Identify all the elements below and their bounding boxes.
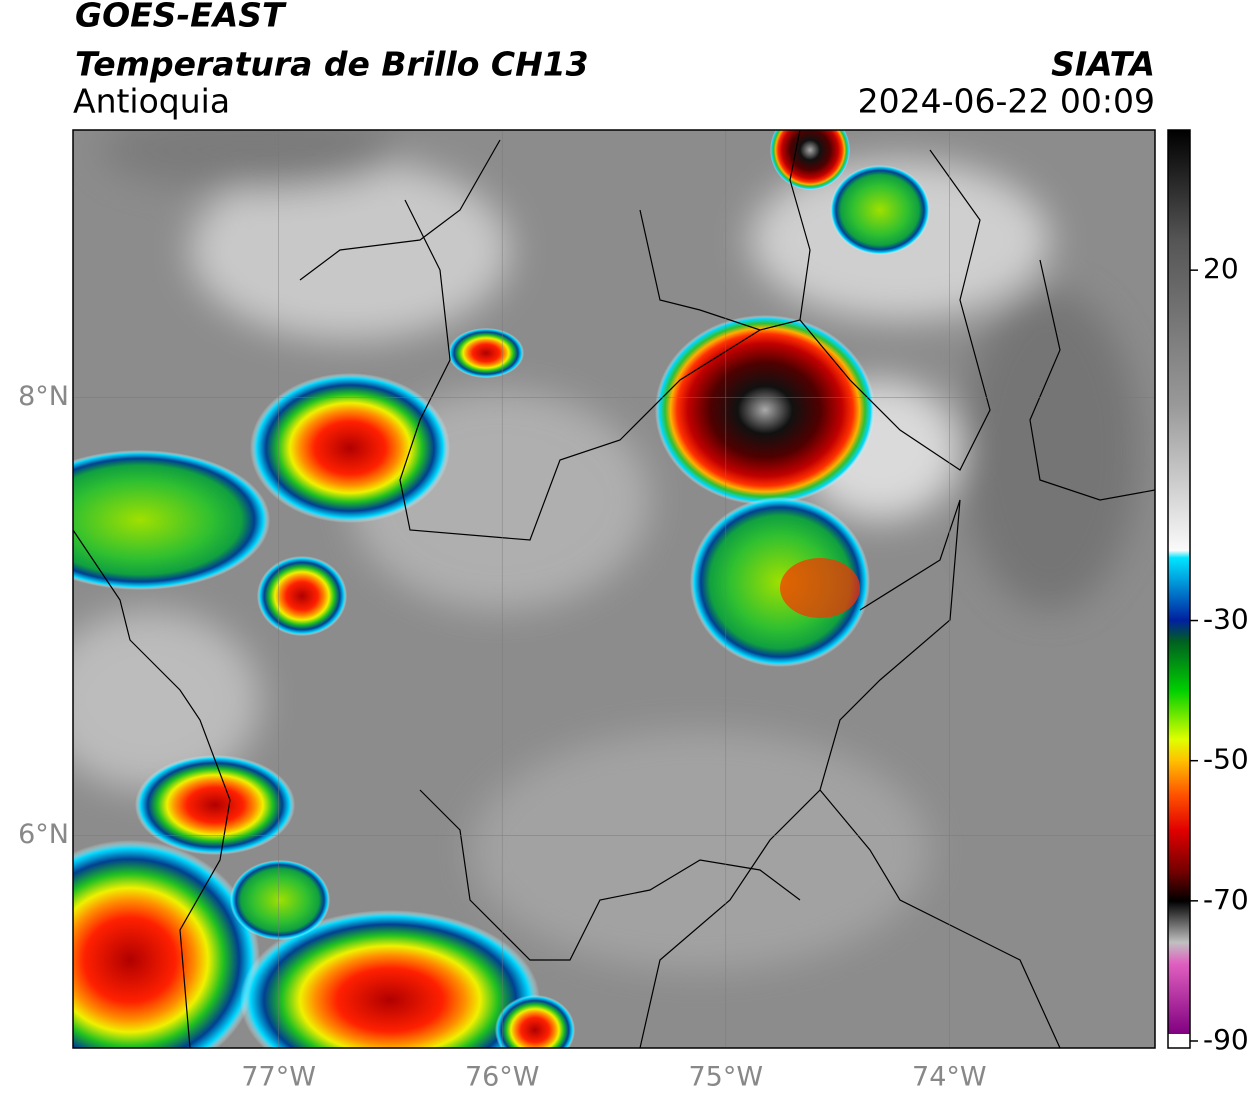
coastline	[73, 529, 231, 1048]
boundary	[299, 139, 501, 281]
x-tick-label: 75°W	[688, 1062, 763, 1093]
boundary	[639, 130, 811, 331]
boundary	[819, 789, 1061, 1048]
boundary	[1029, 259, 1155, 501]
region: Antioquia	[73, 82, 230, 121]
boundary	[799, 149, 991, 471]
y-tick-label: 6°N	[18, 819, 69, 850]
colorbar-tick-label: -70	[1203, 883, 1249, 916]
colorbar	[1167, 129, 1191, 1049]
x-tick-label: 74°W	[912, 1062, 987, 1093]
map-image	[73, 130, 1155, 1048]
colorbar-tick-label: -90	[1203, 1023, 1249, 1056]
map-frame	[72, 129, 1156, 1049]
x-tick-label: 77°W	[241, 1062, 316, 1093]
colorbar-tick-label: -50	[1203, 743, 1249, 776]
y-tick-label: 8°N	[18, 381, 69, 412]
boundary	[399, 199, 761, 541]
timestamp: 2024-06-22 00:09	[858, 82, 1155, 121]
title: GOES-EAST	[75, 0, 287, 35]
x-tick-label: 76°W	[465, 1062, 540, 1093]
colorbar-tick-label: 20	[1203, 252, 1239, 285]
axes: 77°W 76°W 75°W 74°W 6°N 8°N 20 -30 -50 -70 -90	[18, 252, 1249, 1092]
grid	[73, 130, 1155, 1048]
subtitle: Temperatura de Brillo CH13	[75, 45, 589, 84]
colorbar-tick-label: -30	[1203, 603, 1249, 636]
boundary	[419, 789, 801, 961]
boundary	[639, 499, 961, 1048]
source: SIATA	[1051, 45, 1155, 84]
